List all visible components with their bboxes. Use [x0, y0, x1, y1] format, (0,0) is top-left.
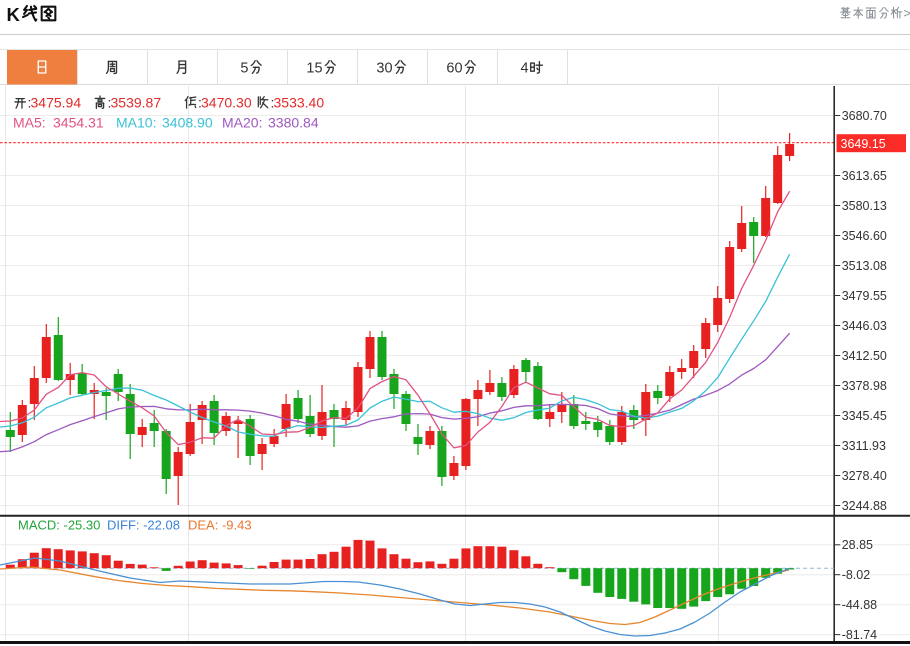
svg-text:3546.60: 3546.60	[842, 229, 887, 243]
svg-text:-81.74: -81.74	[842, 628, 877, 642]
svg-text::: :	[28, 95, 32, 111]
svg-text:3539.87: 3539.87	[111, 95, 162, 111]
svg-text:4: 4	[521, 61, 529, 77]
svg-text:3513.08: 3513.08	[842, 259, 887, 273]
svg-text:15: 15	[306, 61, 322, 77]
svg-text:3470.30: 3470.30	[201, 95, 252, 111]
svg-text:MA10:: MA10:	[116, 115, 156, 131]
svg-text:3408.90: 3408.90	[162, 115, 213, 131]
svg-text:3613.65: 3613.65	[842, 169, 887, 183]
svg-text:DEA: -9.43: DEA: -9.43	[188, 518, 252, 533]
svg-text:3380.84: 3380.84	[268, 115, 319, 131]
svg-text:5: 5	[240, 61, 248, 77]
svg-text:MA5:: MA5:	[13, 115, 46, 131]
svg-text::: :	[108, 95, 112, 111]
svg-text:28.85: 28.85	[842, 538, 873, 552]
svg-text:30: 30	[376, 61, 392, 77]
svg-text:3454.31: 3454.31	[53, 115, 104, 131]
svg-text::: :	[271, 95, 275, 111]
svg-text:3345.45: 3345.45	[842, 409, 887, 423]
svg-text:3479.55: 3479.55	[842, 289, 887, 303]
svg-text::: :	[198, 95, 202, 111]
svg-text:3475.94: 3475.94	[31, 95, 82, 111]
svg-text:3278.40: 3278.40	[842, 469, 887, 483]
svg-text:MACD: -25.30: MACD: -25.30	[18, 518, 100, 533]
svg-text:DIFF: -22.08: DIFF: -22.08	[107, 518, 180, 533]
svg-text:>: >	[904, 6, 910, 21]
svg-text:3412.50: 3412.50	[842, 349, 887, 363]
svg-text:-44.88: -44.88	[842, 598, 877, 612]
svg-text:MA20:: MA20:	[222, 115, 262, 131]
svg-text:-8.02: -8.02	[842, 568, 871, 582]
svg-text:K: K	[7, 4, 21, 25]
svg-text:3244.88: 3244.88	[842, 499, 887, 513]
svg-text:3533.40: 3533.40	[274, 95, 325, 111]
svg-text:3311.93: 3311.93	[842, 439, 886, 453]
svg-text:3446.03: 3446.03	[842, 319, 887, 333]
svg-text:3649.15: 3649.15	[841, 137, 886, 151]
svg-text:3378.98: 3378.98	[842, 379, 887, 393]
svg-text:3580.13: 3580.13	[842, 199, 887, 213]
svg-text:60: 60	[446, 61, 462, 77]
svg-text:3680.70: 3680.70	[842, 109, 887, 123]
